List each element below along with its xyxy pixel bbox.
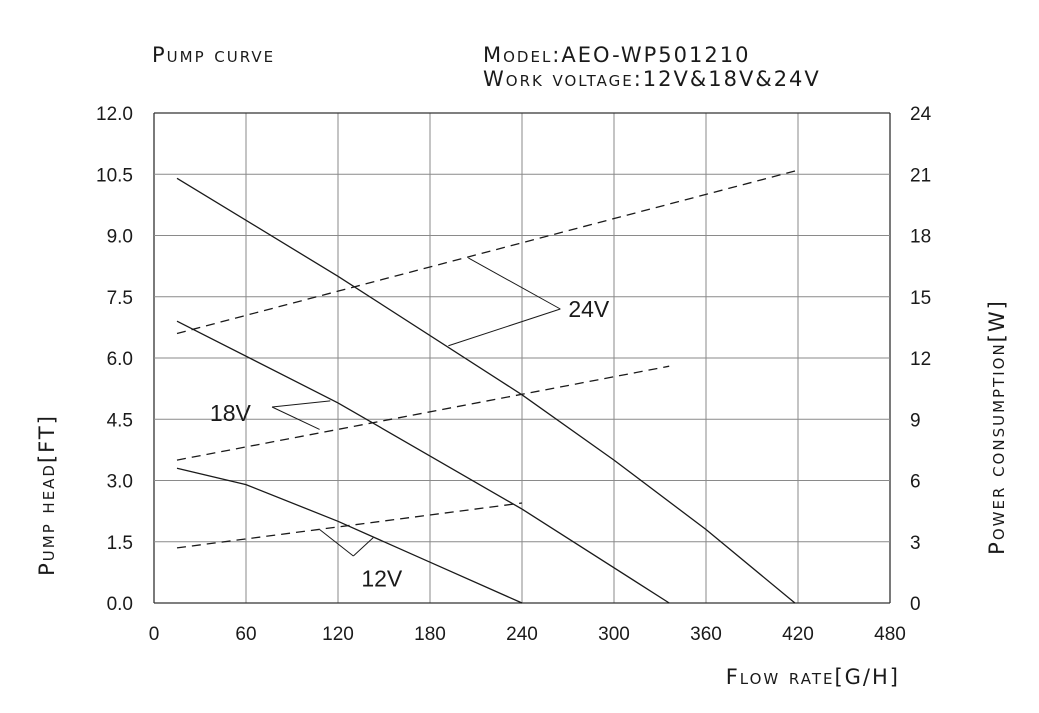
power-curve-18v	[176, 365, 670, 461]
curve-label-18v: 18V	[210, 400, 252, 426]
y-right-tick-label: 9	[910, 410, 921, 431]
tick-layer: 0 60 120 180 240 300 360 420 4800.01.53.04.56.07…	[96, 104, 932, 645]
x-tick-label: 360	[690, 624, 722, 645]
curve-label-12v: 12V	[361, 565, 403, 591]
annotation-leader-24v	[468, 257, 561, 310]
x-tick-label: 420	[782, 624, 814, 645]
x-tick-label: 120	[322, 624, 354, 645]
y-right-axis-title: Power consumption[W]	[985, 299, 1009, 555]
annotation-leader-18v	[272, 400, 331, 408]
y-right-tick-label: 18	[910, 227, 931, 248]
y-left-axis-title: Pump head[FT]	[35, 414, 59, 576]
y-left-tick-label: 4.5	[107, 410, 133, 431]
x-tick-label: 480	[874, 624, 906, 645]
y-right-tick-label: 15	[910, 288, 931, 309]
annotation-layer: 24V 18V 12V	[210, 257, 610, 591]
y-left-tick-label: 1.5	[107, 533, 133, 554]
y-right-tick-label: 0	[910, 594, 921, 615]
y-right-tick-label: 3	[910, 533, 921, 554]
curve-label-24v: 24V	[568, 296, 610, 322]
x-tick-label: 240	[506, 624, 538, 645]
power-curve-12v	[176, 502, 523, 549]
annotation-leader-18v	[271, 406, 320, 430]
x-tick-label: 0	[149, 624, 160, 645]
y-left-tick-label: 9.0	[107, 227, 133, 248]
x-tick-label: 60	[235, 624, 256, 645]
x-axis-title: Flow rate[G/H]	[726, 665, 900, 689]
power-curve-24v	[176, 169, 799, 335]
y-left-tick-label: 12.0	[96, 104, 133, 125]
y-left-tick-label: 3.0	[107, 472, 133, 493]
y-right-tick-label: 24	[910, 104, 932, 125]
y-right-tick-label: 6	[910, 472, 921, 493]
voltage-line: Work voltage:12V&18V&24V	[483, 67, 821, 91]
x-tick-label: 300	[598, 624, 630, 645]
y-left-tick-label: 7.5	[107, 288, 133, 309]
y-left-tick-label: 0.0	[107, 594, 133, 615]
model-line: Model:AEO-WP501210	[483, 43, 750, 67]
annotation-leader-24v	[448, 308, 561, 347]
head-curve-24v	[176, 177, 796, 604]
y-right-tick-label: 12	[910, 349, 931, 370]
head-curve-12v	[176, 467, 523, 604]
series-layer	[176, 169, 799, 604]
head-curve-18v	[176, 320, 670, 604]
chart-title: Pump curve	[152, 43, 275, 67]
y-left-tick-label: 6.0	[107, 349, 133, 370]
y-right-tick-label: 21	[910, 165, 931, 186]
x-tick-label: 180	[414, 624, 446, 645]
grid	[153, 112, 891, 604]
annotation-leader-12v	[319, 529, 354, 557]
y-left-tick-label: 10.5	[96, 165, 133, 186]
annotation-leader-12v	[352, 537, 374, 557]
